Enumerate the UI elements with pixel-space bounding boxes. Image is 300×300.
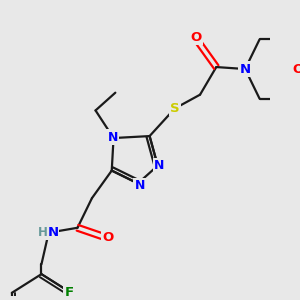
Text: N: N (154, 159, 165, 172)
Text: S: S (170, 102, 180, 115)
Text: N: N (48, 226, 59, 239)
Text: O: O (103, 231, 114, 244)
Text: O: O (293, 62, 300, 76)
Text: O: O (191, 31, 202, 44)
Text: H: H (38, 226, 48, 239)
Text: N: N (134, 179, 145, 192)
Text: N: N (107, 130, 118, 144)
Text: N: N (240, 62, 251, 76)
Text: F: F (65, 286, 74, 299)
